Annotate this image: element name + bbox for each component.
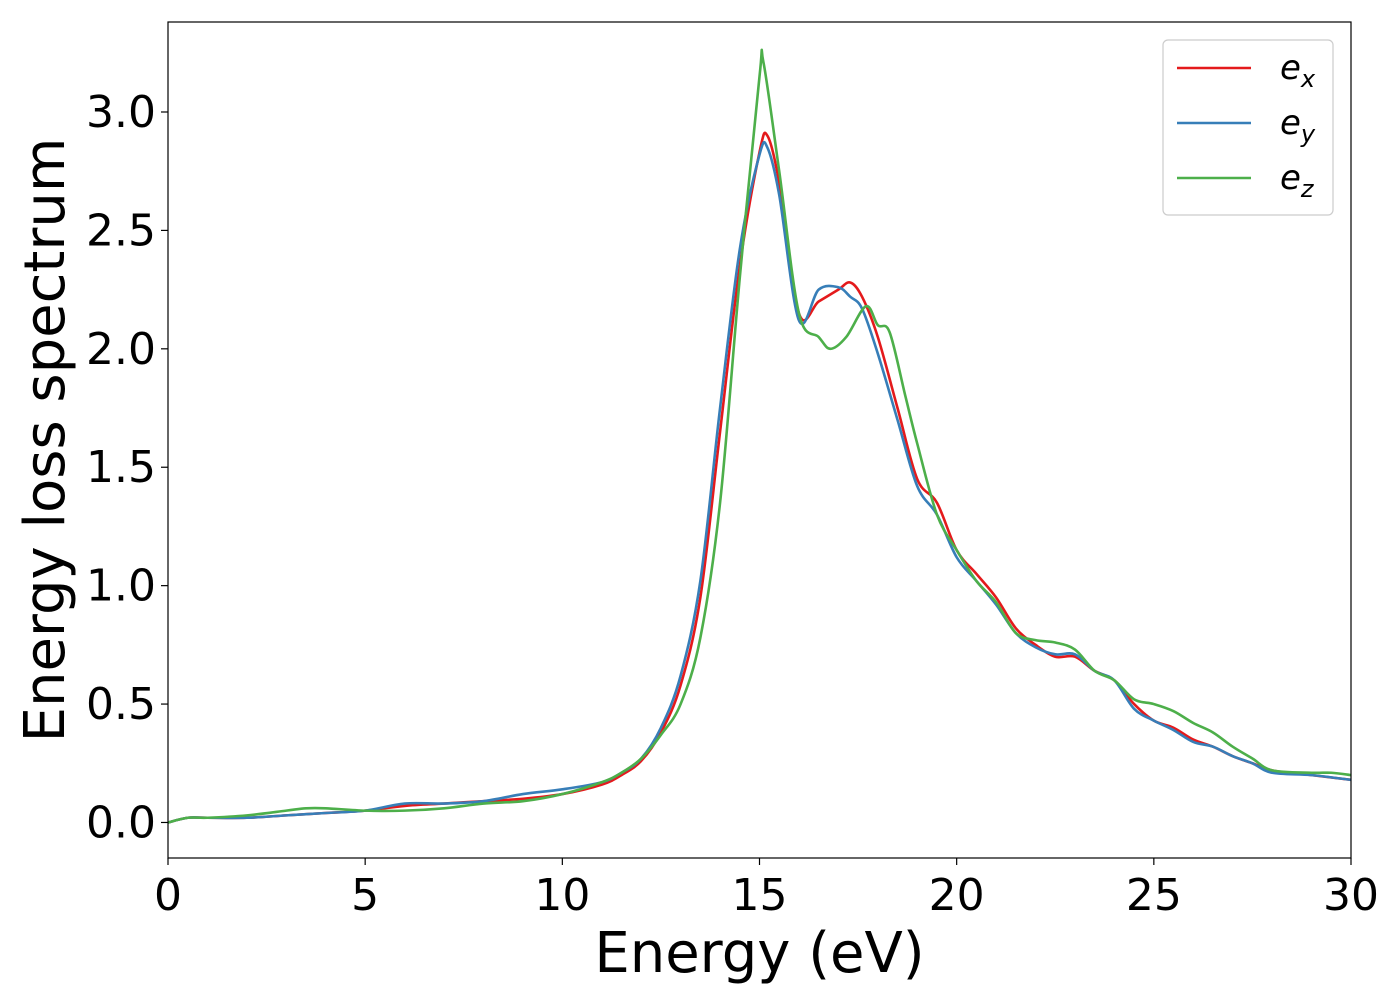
y-tick-label: 1.0 [86, 561, 156, 612]
x-tick-label: 20 [929, 870, 985, 921]
series-line-x [168, 131, 1351, 824]
y-tick-label: 2.5 [86, 205, 156, 256]
legend-label-x: ex [1280, 48, 1316, 93]
x-tick-label: 30 [1323, 870, 1379, 921]
legend-box [1162, 39, 1334, 216]
x-tick-label: 15 [732, 870, 788, 921]
y-axis: 0.0 0.5 1.0 1.5 2.0 2.5 3.0 [86, 87, 168, 848]
x-axis: 0 5 10 15 20 25 30 [154, 858, 1379, 921]
y-tick-label: 1.5 [86, 442, 156, 493]
y-tick-label: 3.0 [86, 87, 156, 138]
x-axis-label: Energy (eV) [594, 921, 924, 986]
series-line-y [168, 140, 1351, 824]
x-tick-label: 0 [154, 870, 182, 921]
legend: ex ey ez [1162, 39, 1334, 216]
y-axis-label: Energy loss spectrum [13, 138, 78, 743]
legend-label-z: ez [1280, 158, 1315, 203]
x-tick-label: 10 [534, 870, 590, 921]
y-tick-label: 0.5 [86, 679, 156, 730]
series-line-z [168, 48, 1351, 824]
plot-lines [168, 48, 1351, 824]
x-tick-label: 5 [351, 870, 379, 921]
x-tick-label: 25 [1126, 870, 1182, 921]
y-tick-label: 0.0 [86, 797, 156, 848]
y-tick-label: 2.0 [86, 324, 156, 375]
legend-label-y: ey [1280, 103, 1316, 148]
